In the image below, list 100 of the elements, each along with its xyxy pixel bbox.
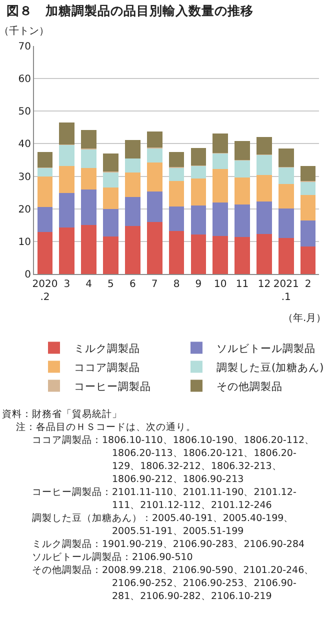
bar [103,172,118,188]
bar [81,190,96,226]
bar [234,160,250,178]
bar [190,148,206,166]
bar [300,166,316,181]
bar [59,122,75,145]
bar [168,152,184,168]
bar [212,169,228,203]
bar [212,202,228,236]
text: 資料：財務省「貿易統計」 [2,408,123,421]
bar [256,174,272,202]
text: コーヒー調製品：2101.11-110、2101.11-190、2101.12-111、2101.12-112、2101.12-246 [31,486,298,512]
bar [81,130,96,149]
bar [81,225,96,274]
text: ココア調製品：1806.10-110、1806.10-190、1806.20-112、1806.20-113、1806.20-121、1806.20-129、1806.32-212、1806.32-213、1806.90-212、1806.90-213 [31,434,316,486]
bar [190,234,206,274]
bar [124,197,140,226]
bar [59,145,75,166]
bar [59,227,75,274]
y-axis-title: （千トン） [0,25,49,37]
bar [146,192,162,222]
x-tick-label: 4 [86,279,92,290]
x-axis-title: （年.月） [283,312,326,324]
bar [103,188,118,209]
y-tick-label: 0 [24,270,31,280]
bar [37,168,53,177]
bar [212,236,228,274]
x-tick-label: 8 [173,279,180,290]
text: ソルビトール調製品：2106.90-510 [31,551,194,564]
x-tick-label: 5 [108,279,114,290]
text: その他調製品：2008.99.218、2106.90-590、2101.20-246、2106.90-252、2106.90-253、2106.90-281、2106.90-282、2106.10-219 [31,564,316,603]
bar [103,236,118,274]
x-tick-label: 11 [236,279,249,290]
y-tick-label: 70 [18,42,31,52]
bar [124,140,140,158]
bar [168,168,184,181]
bar [278,148,294,167]
bar [300,246,316,274]
bar [124,226,140,274]
bar [212,134,228,154]
bar [146,148,162,162]
bar [168,180,184,206]
legend-label: ソルビトール調製品 [216,342,316,355]
bar [59,166,75,194]
text: ミルク調製品：1901.90-219、2106.90-283、2106.90-284 [31,538,306,551]
bar [234,178,250,205]
bar [146,162,162,192]
y-tick-label: 50 [18,106,31,118]
x-tick-label: 2 [304,279,312,290]
bar [190,166,206,179]
bar [124,172,140,198]
legend-label: ミルク調製品 [74,342,140,355]
text: 調製した豆（加糖あん）：2005.40-191、2005.40-199、2005.51-191、2005.51-199 [31,512,295,538]
y-tick-label: 60 [18,74,31,86]
bar [103,153,118,172]
y-tick-label: 10 [18,236,31,248]
bar [256,137,272,154]
bar [256,155,272,175]
bar [278,238,294,274]
x-tick-label: 7 [151,279,158,290]
bar [300,194,316,221]
bar [59,193,75,228]
bar [256,202,272,234]
bar [168,206,184,232]
legend-label: その他調製品 [216,380,282,393]
legend-label: ココア調製品 [74,360,140,374]
bar [37,232,53,274]
x-tick-label: 2020 .2 [32,279,58,303]
bar [278,208,294,238]
bar [234,141,250,160]
bar [146,222,162,274]
x-tick-label: 9 [195,279,202,290]
bar [37,207,53,232]
bar [103,208,118,237]
bar [146,131,162,148]
x-tick-label: 6 [129,279,136,290]
bar [234,204,250,238]
bar [212,153,228,170]
x-tick-label: 3 [64,279,70,290]
x-tick-label: 10 [214,279,227,290]
bar [37,176,53,208]
bar [234,237,250,274]
bar [256,234,272,274]
x-tick-label: 2021 .1 [273,279,299,303]
bar [278,167,294,184]
x-tick-label: 12 [258,279,271,290]
bar [190,178,206,206]
bar [81,168,96,190]
y-tick-label: 20 [18,204,31,216]
bar [81,150,96,168]
bar [190,205,206,234]
bar [37,152,53,168]
bar [300,220,316,246]
bar [278,184,294,209]
y-tick-label: 30 [18,172,31,183]
bar [124,158,140,172]
legend-label: 調製した豆(加糖あん) [216,360,324,374]
bar [168,231,184,274]
y-tick-label: 40 [18,139,31,150]
legend-label: コーヒー調製品 [74,380,151,393]
